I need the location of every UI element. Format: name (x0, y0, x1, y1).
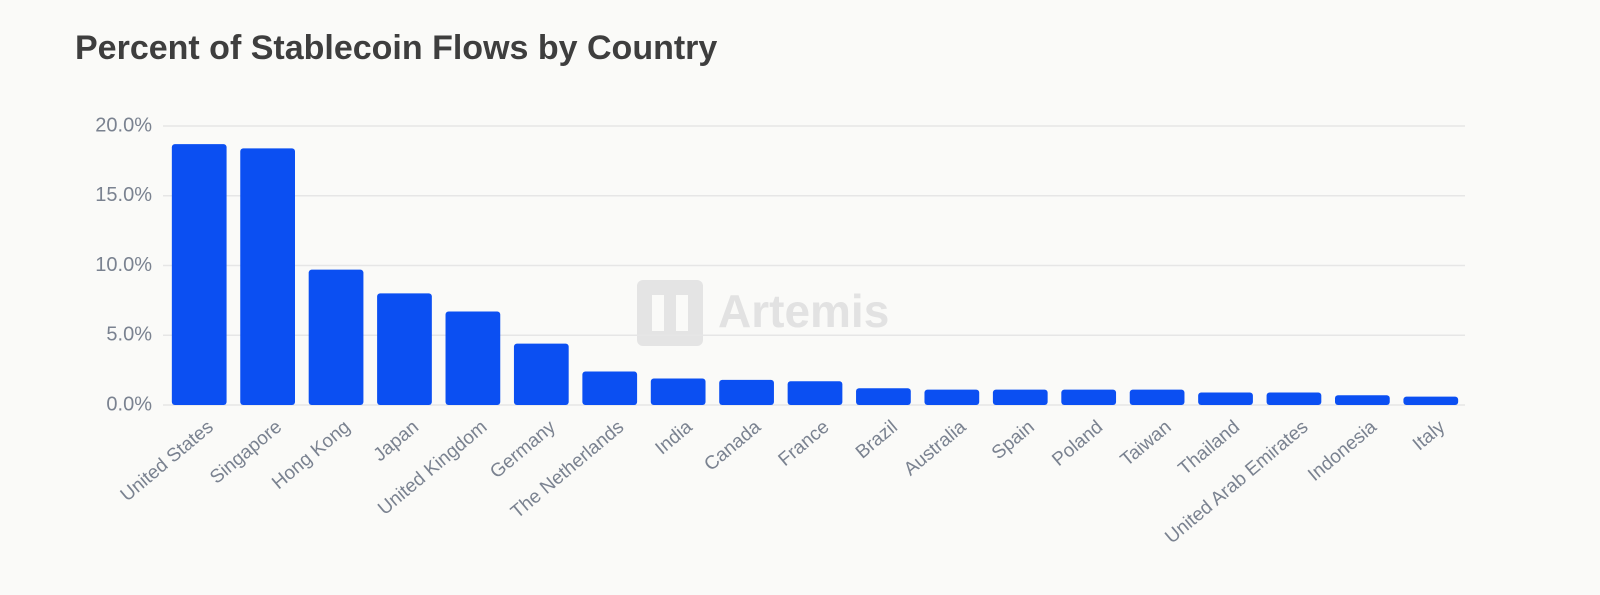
watermark-group: Artemis (637, 280, 889, 346)
bar (1403, 396, 1459, 405)
bar (992, 389, 1048, 405)
bar (240, 148, 295, 405)
y-tick-label: 15.0% (95, 184, 152, 206)
bar (856, 388, 911, 405)
bar (171, 144, 227, 405)
bar (787, 381, 843, 405)
watermark: Artemis (718, 285, 889, 337)
bar (513, 343, 569, 405)
bar (1061, 389, 1117, 405)
y-tick-label: 10.0% (95, 254, 152, 276)
bar (1335, 395, 1390, 405)
bar (1198, 392, 1253, 405)
bar (650, 378, 706, 405)
watermark-icon-part (652, 295, 664, 331)
bar (924, 389, 980, 405)
bar (377, 293, 432, 405)
y-tick-label: 20.0% (95, 114, 152, 136)
bar (582, 371, 638, 405)
bar (1266, 392, 1322, 405)
chart-title: Percent of Stablecoin Flows by Country (75, 29, 717, 67)
watermark-icon-part (676, 295, 688, 331)
bar (308, 269, 364, 405)
bar (1129, 389, 1185, 405)
y-tick-label: 5.0% (106, 324, 152, 346)
bar (445, 311, 501, 405)
y-tick-label: 0.0% (106, 393, 152, 415)
bar (719, 379, 774, 405)
watermark-icon (637, 280, 703, 346)
